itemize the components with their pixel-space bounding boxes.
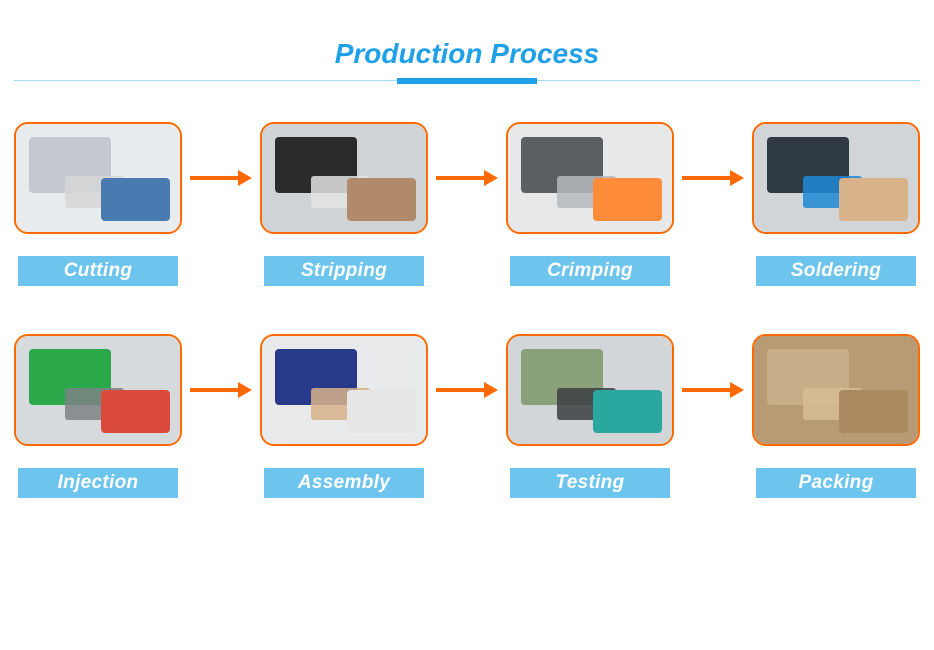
step-thumbnail	[506, 334, 674, 446]
page-title: Production Process	[0, 38, 934, 70]
arrow-icon	[682, 170, 744, 186]
step-label: Crimping	[510, 256, 670, 286]
process-step: Testing	[506, 334, 674, 498]
process-step: Packing	[752, 334, 920, 498]
process-row: Injection Assembly Testing Packing	[14, 334, 920, 498]
step-thumbnail	[506, 122, 674, 234]
process-grid: Cutting Stripping Crimping Soldering Inject…	[0, 122, 934, 498]
step-thumbnail	[14, 122, 182, 234]
process-step: Crimping	[506, 122, 674, 286]
arrow-icon	[436, 382, 498, 398]
step-label: Testing	[510, 468, 670, 498]
arrow-icon	[190, 382, 252, 398]
step-thumbnail	[752, 122, 920, 234]
step-thumbnail	[14, 334, 182, 446]
step-label: Injection	[18, 468, 178, 498]
process-step: Assembly	[260, 334, 428, 498]
step-thumbnail	[260, 122, 428, 234]
process-step: Injection	[14, 334, 182, 498]
arrow-icon	[682, 382, 744, 398]
step-label: Cutting	[18, 256, 178, 286]
step-thumbnail	[260, 334, 428, 446]
step-label: Soldering	[756, 256, 916, 286]
title-divider	[14, 78, 920, 84]
step-label: Packing	[756, 468, 916, 498]
step-label: Assembly	[264, 468, 424, 498]
divider-accent	[397, 78, 537, 84]
process-row: Cutting Stripping Crimping Soldering	[14, 122, 920, 286]
arrow-icon	[190, 170, 252, 186]
arrow-icon	[436, 170, 498, 186]
step-thumbnail	[752, 334, 920, 446]
step-label: Stripping	[264, 256, 424, 286]
process-step: Stripping	[260, 122, 428, 286]
process-step: Soldering	[752, 122, 920, 286]
process-step: Cutting	[14, 122, 182, 286]
